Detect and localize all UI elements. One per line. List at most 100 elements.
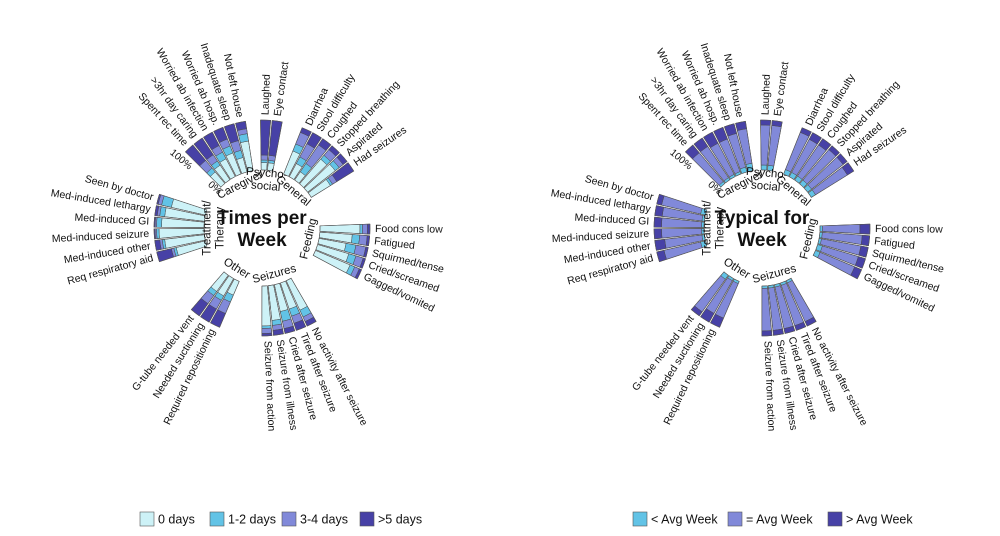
legend-label: > Avg Week	[846, 512, 913, 526]
bar-outline	[312, 249, 363, 280]
legend-label: < Avg Week	[651, 512, 718, 526]
group-feeding: Food cons lowFatiguedSquirmed/tenseCried…	[298, 217, 445, 315]
bar-outline	[280, 280, 307, 331]
legend-swatch	[727, 511, 743, 527]
bar-outline	[815, 244, 866, 269]
bar-outline	[235, 120, 254, 173]
bar-outline	[283, 127, 312, 177]
bar-outline	[153, 216, 205, 228]
chart-title-line: Typical for	[715, 208, 810, 229]
bar-outline	[684, 144, 726, 188]
bar-outline	[760, 119, 771, 171]
legend-label: 1-2 days	[228, 512, 276, 526]
bar-outline	[703, 131, 736, 180]
group-label: Treatment/Therapy	[202, 200, 227, 256]
group-label-line: Treatment/	[702, 200, 714, 256]
legend-times-per-week: 0 days 1-2 days 3-4 days >5 days	[139, 511, 422, 527]
bar-outline	[788, 132, 822, 180]
chart-title-line: Week	[237, 230, 287, 251]
bar-outline	[818, 231, 871, 247]
bar-segment	[653, 216, 663, 228]
group-label-line: Treatment/	[202, 200, 214, 256]
item-label-food-cons-low: Food cons low	[875, 223, 943, 236]
bar-outline	[807, 162, 855, 198]
bar-outline	[203, 131, 236, 180]
bar-outline	[156, 193, 208, 216]
item-label-med-induced-gi: Med-induced GI	[574, 212, 649, 228]
bar-outline	[154, 205, 206, 222]
bar-outline	[803, 153, 848, 193]
bar-outline	[190, 271, 229, 317]
bar-outline	[318, 231, 371, 247]
group-label-line: Therapy	[215, 207, 227, 249]
legend-swatch	[209, 511, 225, 527]
bar-outline	[184, 144, 226, 188]
bar-outline	[794, 138, 832, 184]
item-label-fatigued: Fatigued	[374, 235, 416, 252]
bar-outline	[761, 285, 773, 337]
bar-outline	[267, 284, 284, 336]
bar-outline	[713, 126, 742, 177]
chart-title-line: Week	[737, 230, 787, 251]
item-label-seizure-from-action: Seizure from action	[761, 341, 777, 432]
bar-outline	[767, 120, 783, 172]
bar-segment	[761, 330, 773, 337]
legend-swatch	[281, 511, 297, 527]
item-label-laughed: Laughed	[759, 74, 772, 115]
legend-label: 3-4 days	[300, 512, 348, 526]
bar-segment	[350, 234, 361, 245]
group-label-line: Psycho-	[746, 166, 789, 182]
item-label-med-induced-seizure: Med-induced seizure	[552, 228, 650, 245]
item-label-med-induced-gi: Med-induced GI	[74, 212, 149, 228]
bar-outline	[294, 138, 332, 184]
item-label-med-induced-seizure: Med-induced seizure	[52, 228, 150, 245]
bar-outline	[799, 145, 840, 188]
bar-outline	[710, 278, 740, 328]
bar-segment	[156, 217, 163, 228]
bar-outline	[213, 126, 242, 177]
item-label-seizure-from-action: Seizure from action	[261, 341, 277, 432]
bar-outline	[200, 275, 235, 323]
bar-outline	[774, 282, 796, 334]
bar-segment	[260, 159, 268, 163]
bar-outline	[700, 275, 735, 323]
bar-outline	[723, 123, 748, 175]
item-label-eye-contact: Eye contact	[772, 61, 792, 117]
group-feeding: Food cons lowFatiguedSquirmed/tenseCried…	[798, 217, 945, 315]
bar-segment	[859, 223, 871, 235]
bar-outline	[817, 238, 869, 258]
bar-outline	[288, 132, 322, 180]
item-label-food-cons-low: Food cons low	[375, 223, 443, 236]
group-label: Psycho-social	[244, 166, 288, 195]
group-label-line: Psycho-	[246, 166, 289, 182]
bar-segment	[359, 224, 363, 235]
bar-outline	[317, 238, 369, 258]
bar-outline	[819, 223, 871, 235]
bar-outline	[656, 240, 708, 263]
legend-swatch	[632, 511, 648, 527]
item-label-fatigued: Fatigued	[874, 235, 916, 252]
bar-segment	[358, 234, 368, 246]
bar-segment	[261, 327, 273, 334]
legend-label: 0 days	[158, 512, 195, 526]
item-label-eye-contact: Eye contact	[272, 61, 292, 117]
bar-outline	[653, 216, 705, 228]
bar-outline	[654, 234, 706, 251]
bar-outline	[299, 145, 340, 188]
bar-outline	[285, 277, 317, 327]
bar-outline	[319, 223, 371, 235]
bar-outline	[735, 120, 754, 173]
group-label: Treatment/Therapy	[702, 200, 727, 256]
bar-outline	[210, 278, 240, 328]
bar-outline	[785, 277, 817, 327]
bar-segment	[653, 228, 663, 240]
